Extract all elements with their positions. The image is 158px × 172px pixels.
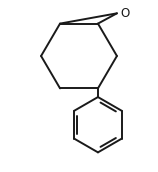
Text: O: O <box>121 7 130 20</box>
